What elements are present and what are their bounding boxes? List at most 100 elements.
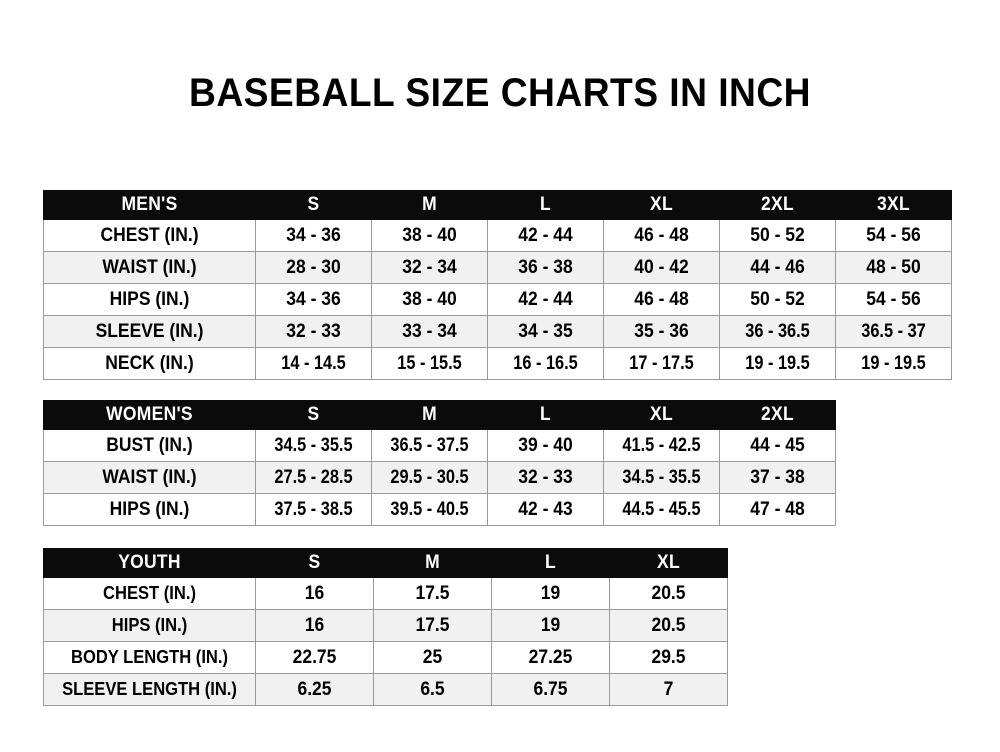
table-row: NECK (IN.) 14 - 14.5 15 - 15.5 16 - 16.5… (43, 347, 952, 380)
table-cell: 37 - 38 (719, 461, 836, 494)
table-cell: 19 (491, 577, 610, 610)
table-row: SLEEVE LENGTH (IN.) 6.25 6.5 6.75 7 (43, 673, 728, 706)
table-cell: 6.5 (373, 673, 492, 706)
table-row: HIPS (IN.) 16 17.5 19 20.5 (43, 609, 728, 642)
table-cell: 17.5 (373, 609, 492, 642)
table-cell: 46 - 48 (603, 219, 720, 252)
table-cell: 7 (609, 673, 728, 706)
table-cell: 29.5 (609, 641, 728, 674)
table-cell: 34 - 35 (487, 315, 604, 348)
table-cell: 32 - 34 (371, 251, 488, 284)
table-cell: 6.25 (255, 673, 374, 706)
youth-header-l: L (491, 548, 610, 578)
table-cell: 15 - 15.5 (371, 347, 488, 380)
womens-header-s: S (255, 400, 372, 430)
table-cell: 20.5 (609, 577, 728, 610)
table-cell: 54 - 56 (835, 283, 952, 316)
table-cell: 42 - 44 (487, 219, 604, 252)
youth-header-row: YOUTH S M L XL (43, 548, 728, 578)
table-cell: 16 (255, 609, 374, 642)
table-cell: 17.5 (373, 577, 492, 610)
table-cell: 33 - 34 (371, 315, 488, 348)
row-label: CHEST (IN.) (43, 577, 256, 610)
table-cell: 39 - 40 (487, 429, 604, 462)
table-row: BUST (IN.) 34.5 - 35.5 36.5 - 37.5 39 - … (43, 429, 836, 462)
row-label: HIPS (IN.) (43, 283, 256, 316)
table-row: SLEEVE (IN.) 32 - 33 33 - 34 34 - 35 35 … (43, 315, 952, 348)
womens-header-2xl: 2XL (719, 400, 836, 430)
table-cell: 44 - 46 (719, 251, 836, 284)
table-cell: 35 - 36 (603, 315, 720, 348)
youth-header-s: S (255, 548, 374, 578)
table-cell: 28 - 30 (255, 251, 372, 284)
table-cell: 16 - 16.5 (487, 347, 604, 380)
table-cell: 50 - 52 (719, 219, 836, 252)
table-row: BODY LENGTH (IN.) 22.75 25 27.25 29.5 (43, 641, 728, 674)
table-cell: 38 - 40 (371, 219, 488, 252)
row-label: SLEEVE LENGTH (IN.) (43, 673, 256, 706)
row-label: HIPS (IN.) (43, 493, 256, 526)
youth-header-category: YOUTH (43, 548, 256, 578)
table-row: HIPS (IN.) 37.5 - 38.5 39.5 - 40.5 42 - … (43, 493, 836, 526)
table-cell: 20.5 (609, 609, 728, 642)
table-row: WAIST (IN.) 27.5 - 28.5 29.5 - 30.5 32 -… (43, 461, 836, 494)
table-cell: 40 - 42 (603, 251, 720, 284)
row-label: NECK (IN.) (43, 347, 256, 380)
table-cell: 42 - 43 (487, 493, 604, 526)
table-cell: 25 (373, 641, 492, 674)
table-cell: 16 (255, 577, 374, 610)
table-cell: 22.75 (255, 641, 374, 674)
table-cell: 41.5 - 42.5 (603, 429, 720, 462)
youth-header-xl: XL (609, 548, 728, 578)
mens-header-category: MEN'S (43, 190, 256, 220)
youth-size-table: YOUTH S M L XL CHEST (IN.) 16 17.5 19 20… (43, 548, 728, 706)
mens-header-xl: XL (603, 190, 720, 220)
table-cell: 44 - 45 (719, 429, 836, 462)
mens-header-row: MEN'S S M L XL 2XL 3XL (43, 190, 952, 220)
table-row: WAIST (IN.) 28 - 30 32 - 34 36 - 38 40 -… (43, 251, 952, 284)
womens-header-l: L (487, 400, 604, 430)
table-cell: 54 - 56 (835, 219, 952, 252)
table-cell: 36.5 - 37.5 (371, 429, 488, 462)
table-cell: 39.5 - 40.5 (371, 493, 488, 526)
table-cell: 46 - 48 (603, 283, 720, 316)
table-cell: 48 - 50 (835, 251, 952, 284)
table-cell: 32 - 33 (255, 315, 372, 348)
page-title: BASEBALL SIZE CHARTS IN INCH (188, 71, 812, 115)
youth-header-m: M (373, 548, 492, 578)
row-label: CHEST (IN.) (43, 219, 256, 252)
table-cell: 47 - 48 (719, 493, 836, 526)
table-cell: 34.5 - 35.5 (603, 461, 720, 494)
table-cell: 34 - 36 (255, 219, 372, 252)
row-label: BUST (IN.) (43, 429, 256, 462)
table-cell: 34 - 36 (255, 283, 372, 316)
table-cell: 50 - 52 (719, 283, 836, 316)
table-cell: 19 - 19.5 (719, 347, 836, 380)
table-row: CHEST (IN.) 16 17.5 19 20.5 (43, 577, 728, 610)
table-cell: 36 - 36.5 (719, 315, 836, 348)
table-row: HIPS (IN.) 34 - 36 38 - 40 42 - 44 46 - … (43, 283, 952, 316)
table-cell: 36 - 38 (487, 251, 604, 284)
table-cell: 32 - 33 (487, 461, 604, 494)
womens-header-category: WOMEN'S (43, 400, 256, 430)
womens-header-xl: XL (603, 400, 720, 430)
mens-header-l: L (487, 190, 604, 220)
table-cell: 14 - 14.5 (255, 347, 372, 380)
womens-header-m: M (371, 400, 488, 430)
table-cell: 38 - 40 (371, 283, 488, 316)
table-cell: 34.5 - 35.5 (255, 429, 372, 462)
table-cell: 17 - 17.5 (603, 347, 720, 380)
table-cell: 36.5 - 37 (835, 315, 952, 348)
row-label: WAIST (IN.) (43, 251, 256, 284)
row-label: SLEEVE (IN.) (43, 315, 256, 348)
mens-header-3xl: 3XL (835, 190, 952, 220)
womens-size-table: WOMEN'S S M L XL 2XL BUST (IN.) 34.5 - 3… (43, 400, 836, 526)
table-cell: 29.5 - 30.5 (371, 461, 488, 494)
mens-header-s: S (255, 190, 372, 220)
mens-header-2xl: 2XL (719, 190, 836, 220)
row-label: WAIST (IN.) (43, 461, 256, 494)
table-cell: 19 (491, 609, 610, 642)
table-cell: 44.5 - 45.5 (603, 493, 720, 526)
table-row: CHEST (IN.) 34 - 36 38 - 40 42 - 44 46 -… (43, 219, 952, 252)
